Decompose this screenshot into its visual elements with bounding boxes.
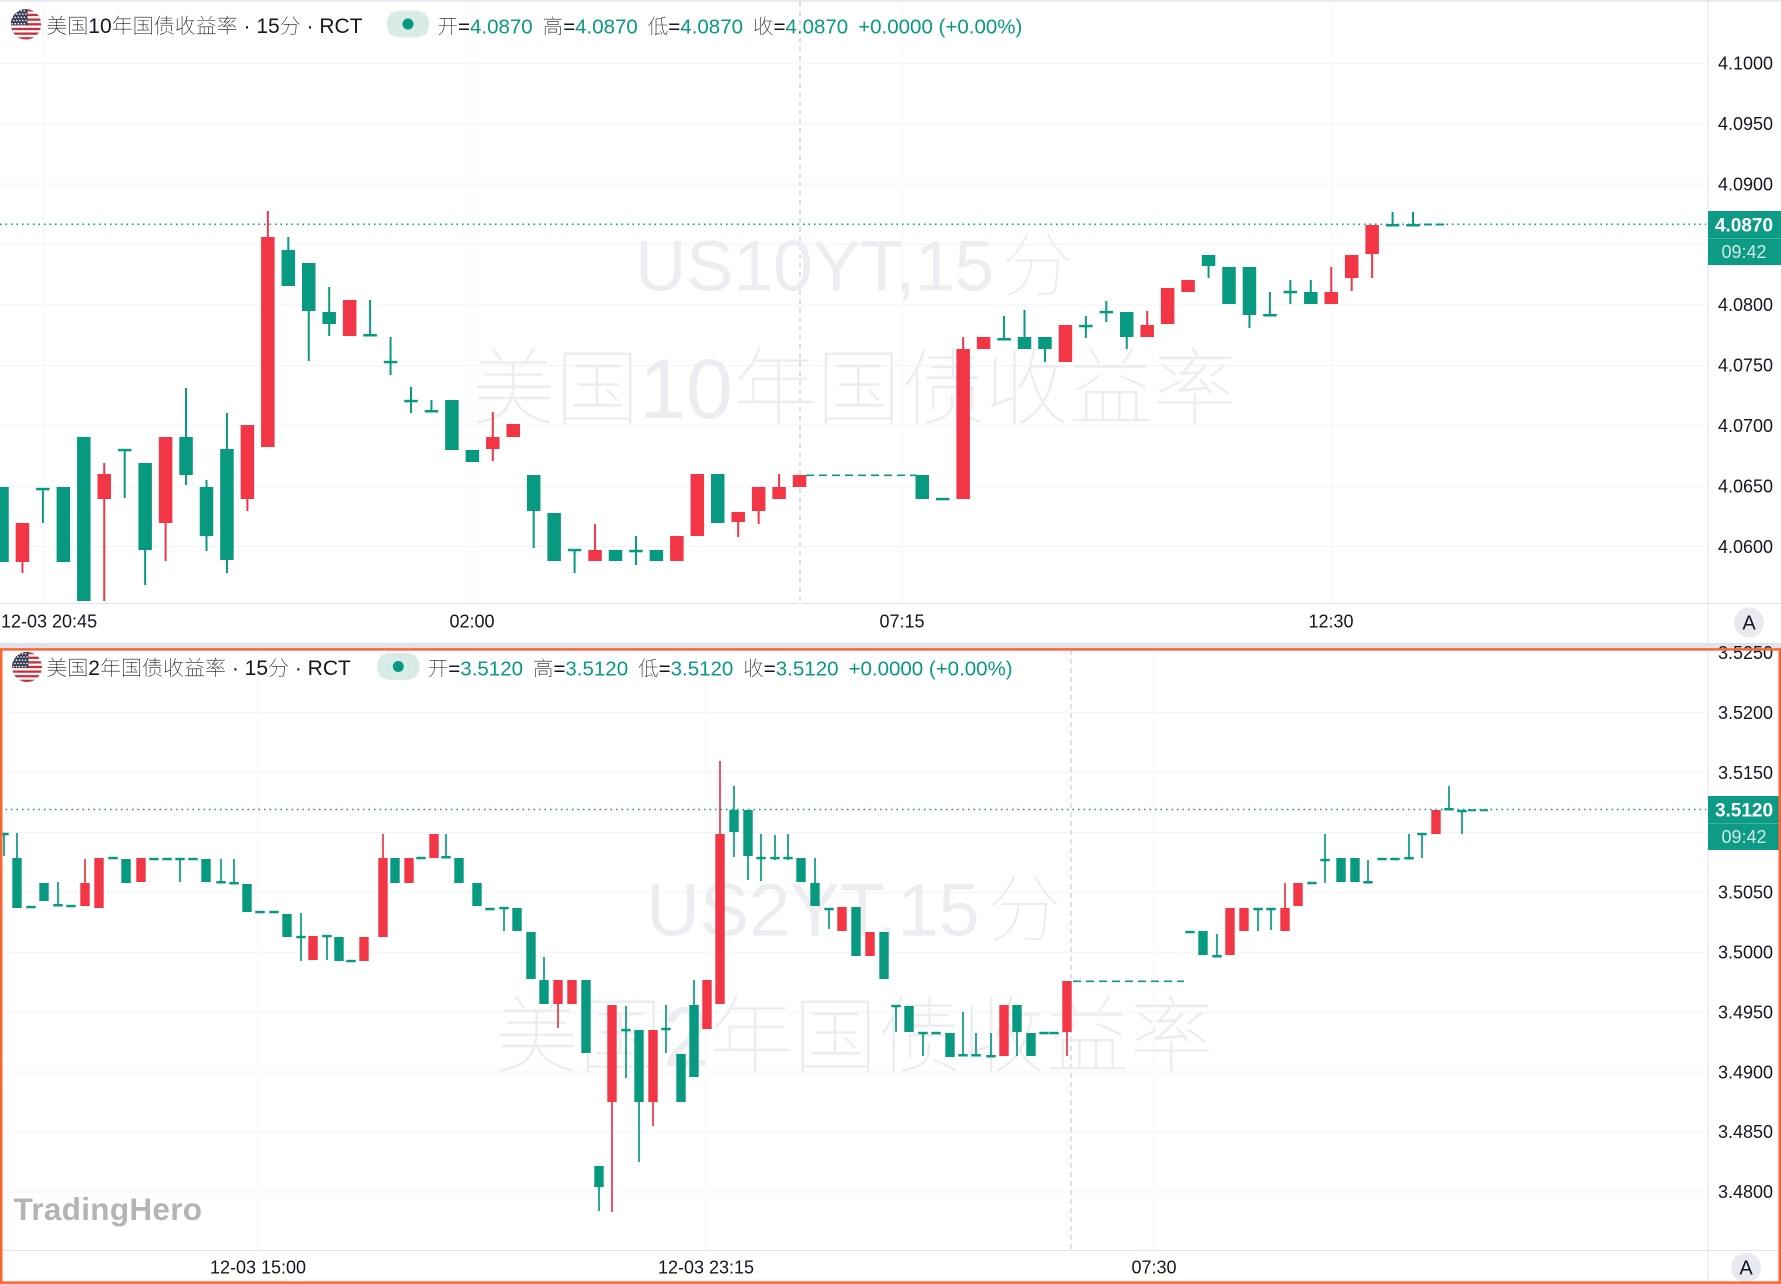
- svg-text:2: 2: [663, 990, 710, 1084]
- svg-text:4.0870: 4.0870: [786, 16, 849, 39]
- svg-text:07:30: 07:30: [1131, 1258, 1176, 1278]
- svg-text:=: =: [458, 16, 470, 39]
- svg-text:3.4800: 3.4800: [1718, 1182, 1773, 1202]
- svg-text:· RCT: · RCT: [289, 657, 351, 680]
- svg-text:10: 10: [639, 342, 732, 436]
- svg-text:4.0870: 4.0870: [680, 16, 743, 39]
- svg-text:3.5150: 3.5150: [1718, 763, 1773, 783]
- svg-text:4.0900: 4.0900: [1718, 174, 1773, 194]
- svg-text:+0.0000 (+0.00%): +0.0000 (+0.00%): [849, 658, 1013, 681]
- svg-text:4.1000: 4.1000: [1718, 54, 1773, 74]
- svg-text:3.5250: 3.5250: [1718, 643, 1773, 663]
- svg-text:4.0950: 4.0950: [1718, 114, 1773, 134]
- svg-text:12:30: 12:30: [1308, 612, 1353, 632]
- svg-text:3.5120: 3.5120: [460, 658, 523, 681]
- svg-text:10: 10: [88, 15, 111, 38]
- svg-text:4.0870: 4.0870: [1715, 216, 1773, 237]
- svg-text:=: =: [659, 658, 671, 681]
- svg-text:12-03 15:00: 12-03 15:00: [210, 1258, 306, 1278]
- svg-text:=: =: [774, 16, 786, 39]
- svg-text:09:42: 09:42: [1721, 242, 1766, 262]
- svg-text:07:15: 07:15: [879, 612, 924, 632]
- svg-text:=: =: [448, 658, 460, 681]
- svg-text:US10YT,15: US10YT,15: [635, 228, 994, 307]
- svg-text:3.5120: 3.5120: [565, 658, 628, 681]
- svg-text:3.5000: 3.5000: [1718, 943, 1773, 963]
- svg-text:02:00: 02:00: [449, 612, 494, 632]
- svg-text:3.4900: 3.4900: [1718, 1062, 1773, 1082]
- svg-text:US2YT,15: US2YT,15: [646, 869, 979, 952]
- svg-text:3.5120: 3.5120: [671, 658, 734, 681]
- svg-text:=: =: [563, 16, 575, 39]
- svg-text:· 15: · 15: [238, 15, 280, 38]
- svg-text:3.5120: 3.5120: [776, 658, 839, 681]
- svg-text:3.4950: 3.4950: [1718, 1002, 1773, 1022]
- svg-text:· 15: · 15: [226, 657, 268, 680]
- svg-text:A: A: [1739, 1257, 1753, 1279]
- svg-text:09:42: 09:42: [1721, 827, 1766, 847]
- svg-text:12-03 23:15: 12-03 23:15: [658, 1258, 754, 1278]
- svg-text:=: =: [668, 16, 680, 39]
- svg-text:=: =: [764, 658, 776, 681]
- svg-text:A: A: [1742, 612, 1756, 634]
- svg-text:4.0750: 4.0750: [1718, 356, 1773, 376]
- svg-text:3.5200: 3.5200: [1718, 703, 1773, 723]
- svg-text:3.4850: 3.4850: [1718, 1122, 1773, 1142]
- svg-text:2: 2: [88, 657, 100, 680]
- svg-text:3.5120: 3.5120: [1715, 801, 1773, 822]
- svg-text:4.0600: 4.0600: [1718, 537, 1773, 557]
- svg-text:4.0650: 4.0650: [1718, 476, 1773, 496]
- svg-text:4.0700: 4.0700: [1718, 416, 1773, 436]
- svg-text:3.5050: 3.5050: [1718, 883, 1773, 903]
- svg-text:=: =: [554, 658, 566, 681]
- svg-text:TradingHero: TradingHero: [14, 1191, 203, 1227]
- svg-text:· RCT: · RCT: [301, 15, 363, 38]
- svg-text:4.0800: 4.0800: [1718, 295, 1773, 315]
- svg-text:12-03 20:45: 12-03 20:45: [1, 612, 97, 632]
- svg-text:+0.0000 (+0.00%): +0.0000 (+0.00%): [858, 16, 1022, 39]
- svg-text:4.0870: 4.0870: [470, 16, 533, 39]
- svg-text:4.0870: 4.0870: [575, 16, 638, 39]
